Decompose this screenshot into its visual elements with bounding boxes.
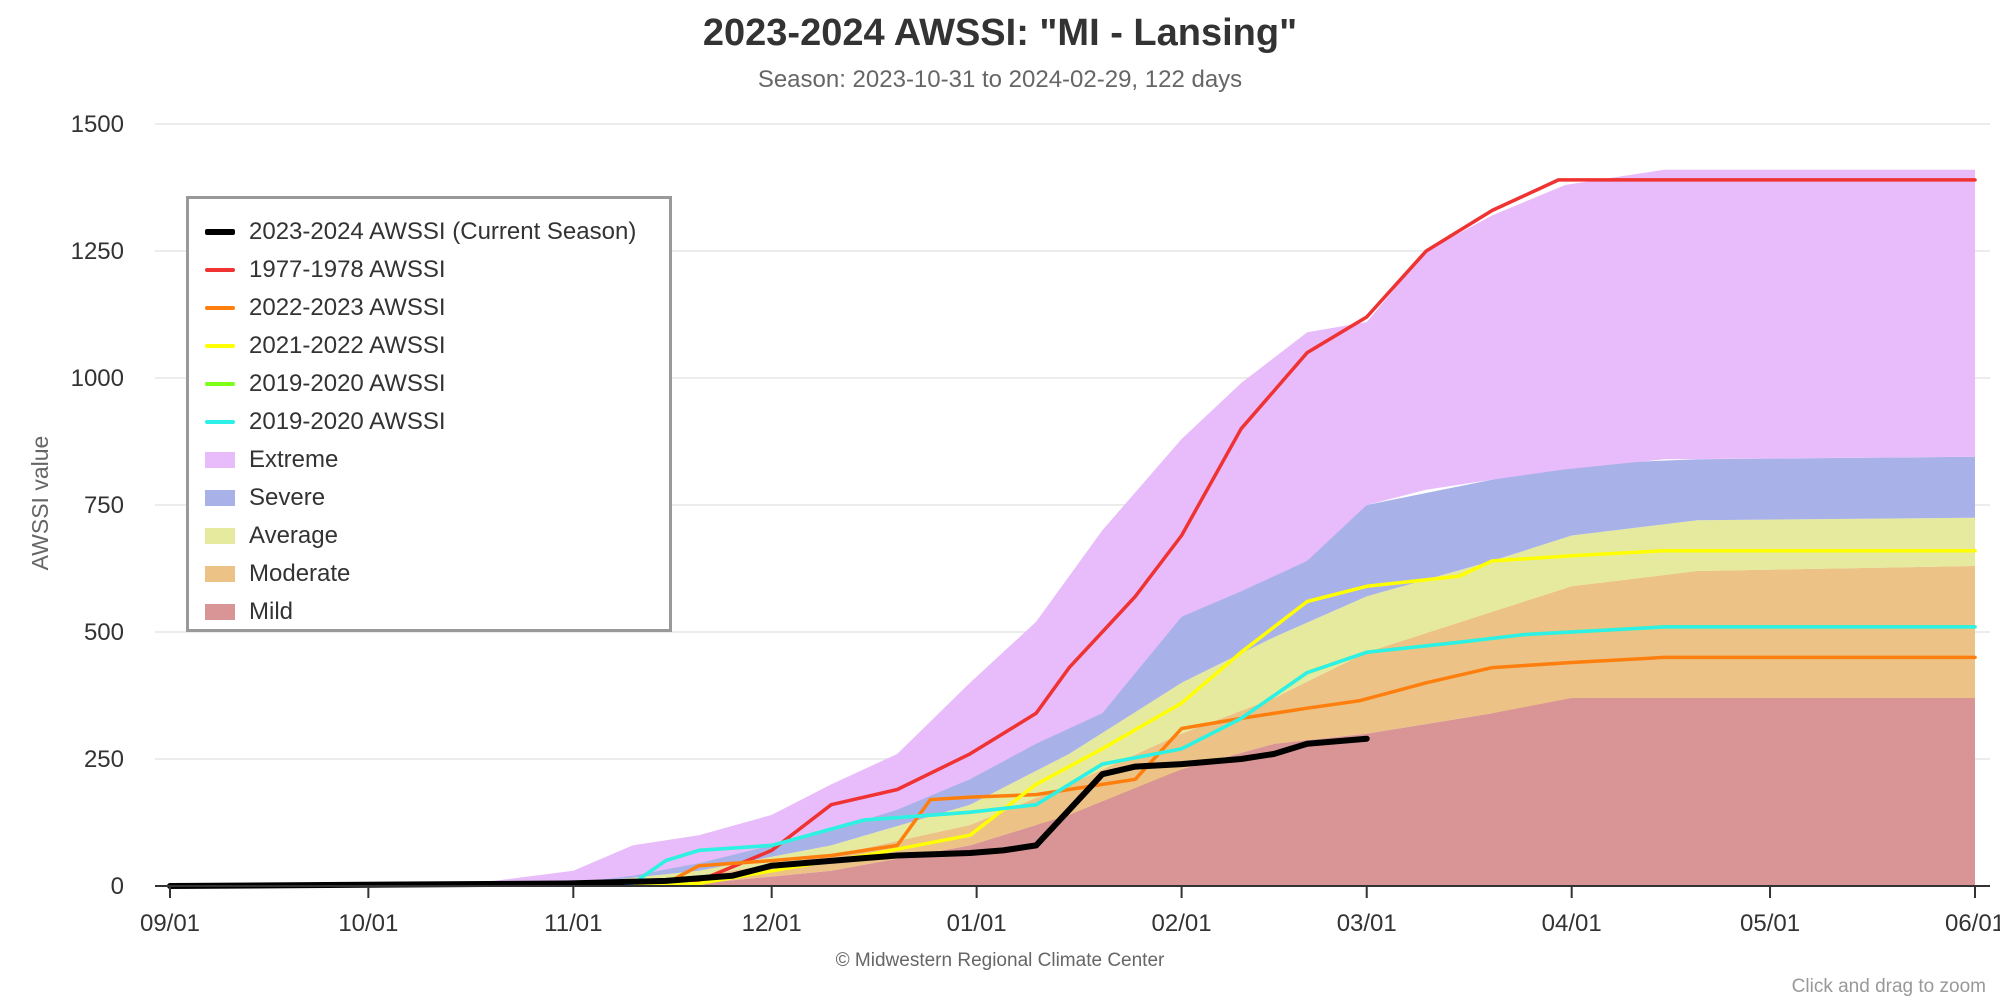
series-line-1	[168, 178, 1977, 888]
series-line-0	[167, 735, 1370, 889]
legend-label: 2022-2023 AWSSI	[249, 294, 446, 321]
y-tick-label: 500	[84, 619, 124, 646]
legend-swatch	[205, 268, 235, 272]
legend-item-average[interactable]: Average	[189, 517, 669, 555]
band-moderate	[170, 566, 1975, 886]
legend-label: Mild	[249, 598, 294, 625]
legend-swatch	[205, 306, 235, 310]
legend-item-series-5[interactable]: 2019-2020 AWSSI	[189, 403, 669, 441]
x-tick-label: 06/01	[1945, 910, 2000, 937]
x-tick-label: 04/01	[1542, 910, 1602, 937]
y-tick-label: 750	[84, 492, 124, 519]
series-line-2	[168, 655, 1977, 888]
legend-item-series-0[interactable]: 2023-2024 AWSSI (Current Season)	[189, 213, 669, 251]
chart-subtitle: Season: 2023-10-31 to 2024-02-29, 122 da…	[757, 66, 1243, 93]
legend-label: Average	[249, 522, 338, 549]
legend-item-moderate[interactable]: Moderate	[189, 555, 669, 593]
y-tick-label: 1000	[71, 365, 124, 392]
x-tick-label: 12/01	[742, 910, 802, 937]
legend-label: 2019-2020 AWSSI	[249, 408, 446, 435]
y-tick-label: 0	[111, 873, 124, 900]
legend-item-series-1[interactable]: 1977-1978 AWSSI	[189, 251, 669, 289]
x-tick-label: 11/01	[544, 910, 602, 937]
legend-swatch	[205, 490, 235, 506]
legend-item-extreme[interactable]: Extreme	[189, 441, 669, 479]
legend-swatch	[205, 528, 235, 544]
legend-label: Severe	[249, 484, 326, 511]
percentile-bands	[170, 169, 1975, 886]
series-line-5	[168, 625, 1977, 888]
legend-item-mild[interactable]: Mild	[189, 593, 669, 631]
x-tick-label: 09/01	[140, 910, 200, 937]
season-series	[167, 178, 1977, 889]
legend-swatch	[205, 604, 235, 620]
y-tick-label: 1250	[71, 238, 124, 265]
x-tick-label: 02/01	[1152, 910, 1212, 937]
x-tick-label: 05/01	[1740, 910, 1800, 937]
legend-label: Moderate	[249, 560, 351, 587]
legend-item-severe[interactable]: Severe	[189, 479, 669, 517]
legend-item-series-4[interactable]: 2019-2020 AWSSI	[189, 365, 669, 403]
credits[interactable]: © Midwestern Regional Climate Center	[835, 950, 1165, 971]
legend-label: 1977-1978 AWSSI	[249, 256, 446, 283]
x-tick-label: 10/01	[338, 910, 398, 937]
chart-title: 2023-2024 AWSSI: "MI - Lansing"	[702, 12, 1298, 54]
legend-swatch	[205, 452, 235, 468]
legend-swatch	[205, 344, 235, 348]
x-tick-label: 03/01	[1337, 910, 1397, 937]
y-tick-label: 250	[84, 746, 124, 773]
band-severe	[170, 456, 1975, 886]
legend-item-series-3[interactable]: 2021-2022 AWSSI	[189, 327, 669, 365]
band-mild	[170, 698, 1975, 886]
zoom-hint: Click and drag to zoom	[1791, 976, 1986, 997]
legend-swatch	[205, 382, 235, 386]
legend-label: 2021-2022 AWSSI	[249, 332, 446, 359]
band-extreme	[170, 169, 1975, 886]
chart-legend: 2023-2024 AWSSI (Current Season) 1977-197…	[186, 196, 672, 632]
legend-swatch	[205, 566, 235, 582]
legend-swatch	[205, 420, 235, 424]
band-average	[170, 517, 1975, 886]
legend-swatch	[205, 229, 235, 235]
legend-label: Extreme	[249, 446, 339, 473]
y-tick-label: 1500	[71, 111, 124, 138]
legend-item-series-2[interactable]: 2022-2023 AWSSI	[189, 289, 669, 327]
legend-label: 2019-2020 AWSSI	[249, 370, 446, 397]
axes: 0 250 500 750 1000 1250 1500 09/01 10/01 11/01 12/…	[71, 111, 2000, 937]
y-axis-label: AWSSI value	[27, 436, 53, 571]
x-tick-label: 01/01	[947, 910, 1007, 937]
legend-label: 2023-2024 AWSSI (Current Season)	[249, 218, 637, 245]
